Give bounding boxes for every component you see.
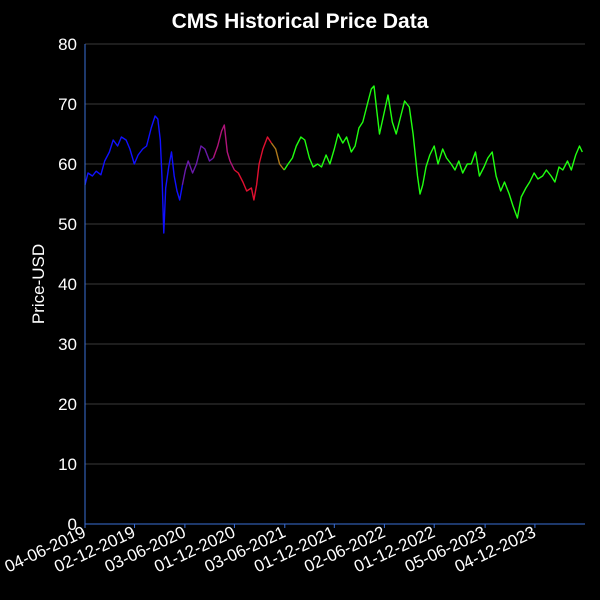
chart-title: CMS Historical Price Data xyxy=(172,10,429,33)
y-tick-label: 10 xyxy=(58,455,77,474)
price-series-line-1 xyxy=(84,115,184,234)
price-series-line-6 xyxy=(283,85,583,219)
axis-layer xyxy=(84,44,585,525)
y-tick-label: 40 xyxy=(58,275,77,294)
grid-layer xyxy=(85,43,585,465)
y-tick-label: 70 xyxy=(58,95,77,114)
y-tick-label: 20 xyxy=(58,395,77,414)
price-series-line-5 xyxy=(270,142,285,171)
y-tick-label: 60 xyxy=(58,155,77,174)
series-layer xyxy=(84,85,583,234)
price-series-line-4 xyxy=(233,136,272,201)
y-tick-label: 30 xyxy=(58,335,77,354)
y-tick-label: 50 xyxy=(58,215,77,234)
price-series-line-2 xyxy=(181,145,214,186)
y-tick-labels: 0 10 20 30 40 50 60 70 80 xyxy=(58,35,77,534)
y-tick-label: 0 xyxy=(68,515,77,534)
y-axis-label: Price-USD xyxy=(29,244,48,324)
y-tick-label: 80 xyxy=(58,35,77,54)
price-series-line-3 xyxy=(212,124,236,171)
x-tick-labels: 04-06-201902-12-201903-06-202001-12-2020… xyxy=(2,522,539,576)
